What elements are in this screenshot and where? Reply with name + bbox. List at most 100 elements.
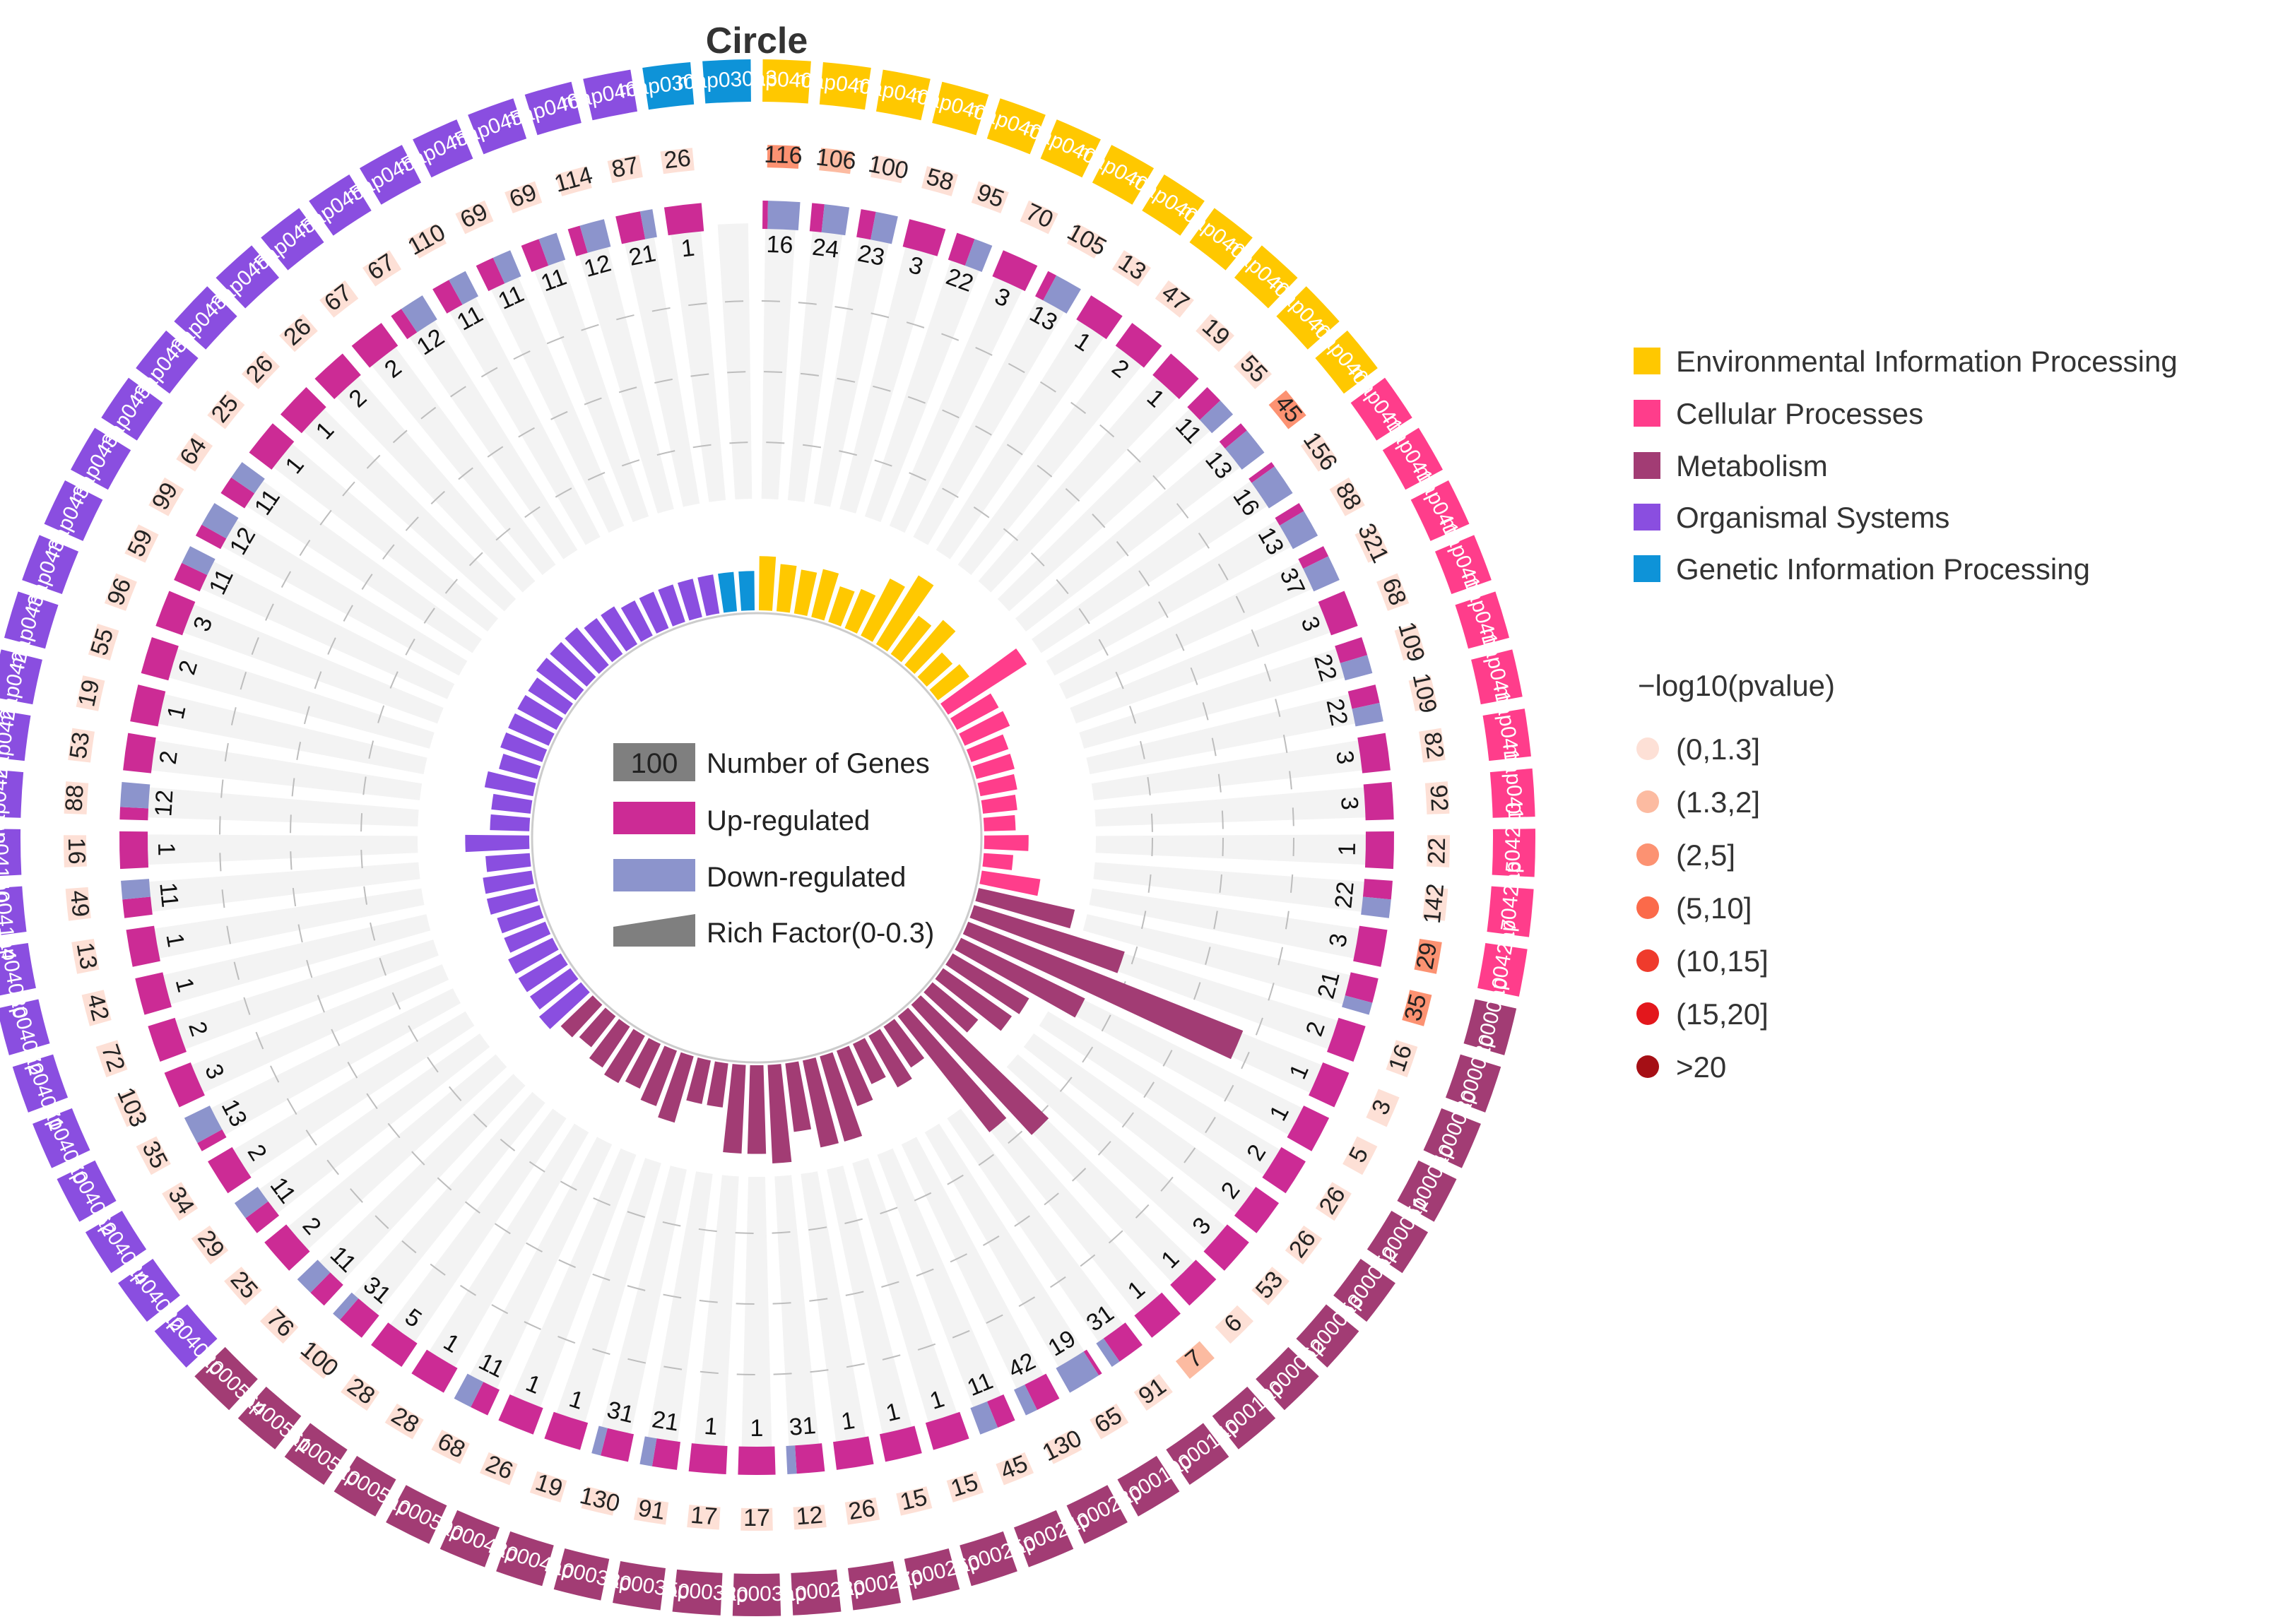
pathway-id-label: map00310 bbox=[707, 1582, 807, 1606]
pathway-id-block bbox=[359, 145, 422, 205]
up-regulated-bar bbox=[119, 807, 149, 821]
pvalue-background bbox=[384, 1403, 424, 1440]
rich-factor-bar bbox=[490, 814, 531, 831]
gene-count-label: 67 bbox=[319, 279, 357, 316]
rich-factor-bar bbox=[883, 1019, 925, 1068]
rich-factor-bar bbox=[785, 1061, 812, 1132]
down-regulated-bar bbox=[1199, 401, 1234, 434]
pathway-id-block bbox=[1410, 480, 1470, 541]
pathway-id-block bbox=[4, 591, 59, 649]
pathway-id-block bbox=[1315, 330, 1378, 394]
up-regulated-bar bbox=[164, 1062, 205, 1108]
center-legend: 100 Number of Genes Up-regulated Down-re… bbox=[613, 743, 934, 949]
rich-factor-bar bbox=[530, 968, 579, 1010]
up-regulated-bar bbox=[340, 1298, 379, 1338]
gene-count-label: 29 bbox=[1411, 940, 1442, 971]
pathway-id-block bbox=[847, 1560, 901, 1611]
track-background bbox=[741, 1176, 772, 1452]
gene-count-label: 35 bbox=[1399, 991, 1432, 1024]
pathway-id-block bbox=[1066, 1485, 1128, 1544]
pvalue-background bbox=[1342, 1136, 1378, 1175]
pvalue-background bbox=[1366, 1089, 1400, 1127]
pvalue-swatch-2 bbox=[1636, 843, 1659, 866]
down-regulated-bar bbox=[201, 503, 239, 539]
pvalue-background bbox=[162, 1182, 199, 1221]
pathway-id-label: map04150 bbox=[1499, 743, 1528, 844]
pathway-id-block bbox=[875, 69, 931, 121]
pathway-id-block bbox=[334, 1455, 396, 1517]
pvalue-background bbox=[504, 181, 543, 214]
legend-label-metabolism: Metabolism bbox=[1676, 449, 1828, 482]
track-background bbox=[350, 1091, 545, 1319]
track-background bbox=[532, 255, 649, 523]
gene-count-label: 26 bbox=[1284, 1226, 1321, 1263]
gene-count-label: 26 bbox=[663, 144, 692, 174]
pathway-id-block bbox=[1489, 768, 1535, 818]
pathway-id-label: map04140 bbox=[0, 802, 13, 903]
rich-factor-bar bbox=[861, 578, 905, 642]
track-background bbox=[957, 343, 1145, 576]
pathway-id-block bbox=[583, 69, 638, 121]
track-background bbox=[148, 888, 425, 960]
up-regulated-bar bbox=[245, 1201, 280, 1233]
pvalue-background bbox=[259, 1305, 299, 1344]
up-regulated-bar bbox=[987, 1394, 1015, 1428]
rich-factor-bar bbox=[678, 579, 702, 621]
pvalue-background bbox=[1414, 939, 1442, 974]
pathway-id-block bbox=[386, 1485, 447, 1544]
up-legend-swatch bbox=[613, 802, 695, 834]
track-background bbox=[852, 1158, 960, 1428]
track-background bbox=[901, 1137, 1046, 1394]
track-background bbox=[1093, 862, 1370, 913]
guide-circle bbox=[219, 300, 1294, 1375]
pathway-id-block bbox=[71, 427, 131, 490]
pathway-id-block bbox=[702, 59, 751, 104]
gene-count-label: 142 bbox=[1419, 882, 1449, 925]
rich-factor-bar bbox=[959, 711, 1010, 746]
pathway-id-block bbox=[1492, 829, 1535, 877]
down-regulated-bar bbox=[1361, 896, 1391, 918]
rich-factor-bar bbox=[560, 995, 603, 1038]
down-regulated-bar bbox=[1280, 511, 1318, 550]
up-regulated-bar bbox=[1249, 462, 1275, 483]
track-background bbox=[1070, 602, 1336, 724]
up-regulated-bar bbox=[351, 323, 399, 368]
pathway-id-block bbox=[154, 1304, 218, 1368]
gene-count-label: 91 bbox=[637, 1495, 667, 1525]
down-regulated-bar bbox=[1251, 466, 1293, 509]
track-background bbox=[774, 1175, 820, 1452]
track-background bbox=[1046, 517, 1297, 676]
gene-count-label: 19 bbox=[1197, 313, 1235, 351]
pathway-id-label: map04010 bbox=[736, 66, 837, 93]
track-background bbox=[177, 602, 444, 724]
pvalue-background bbox=[1315, 1182, 1352, 1221]
track-background bbox=[1086, 692, 1361, 775]
rich-factor-bar bbox=[793, 569, 818, 617]
pvalue-background bbox=[124, 524, 159, 563]
up-regulated-bar bbox=[992, 250, 1038, 292]
track-background bbox=[813, 232, 890, 507]
pvalue-background bbox=[1386, 1040, 1418, 1078]
pathway-id-block bbox=[1040, 119, 1101, 178]
up-regulated-bar bbox=[411, 1349, 458, 1393]
pathway-id-block bbox=[1445, 1054, 1501, 1113]
updown-count-label: 16 bbox=[766, 231, 793, 259]
up-regulated-bar bbox=[1335, 636, 1368, 663]
gene-count-label: 29 bbox=[192, 1226, 230, 1263]
rich-factor-bar bbox=[707, 1061, 728, 1108]
down-regulated-bar bbox=[870, 211, 898, 244]
track-background bbox=[600, 1166, 687, 1440]
pvalue-background bbox=[1196, 314, 1234, 352]
gene-count-label: 109 bbox=[1407, 671, 1442, 716]
rich-factor-bar bbox=[499, 754, 541, 779]
down-regulated-bar bbox=[121, 879, 151, 900]
rich-factor-bar bbox=[504, 921, 551, 953]
down-regulated-bar bbox=[1303, 556, 1340, 592]
gene-count-label: 49 bbox=[65, 889, 94, 918]
legend-label-cellular: Cellular Processes bbox=[1676, 397, 1923, 430]
up-regulated-bar bbox=[155, 591, 196, 636]
track-background bbox=[153, 692, 427, 775]
track-background bbox=[924, 1123, 1087, 1372]
track-background bbox=[163, 646, 435, 749]
pathway-id-block bbox=[118, 1259, 180, 1322]
